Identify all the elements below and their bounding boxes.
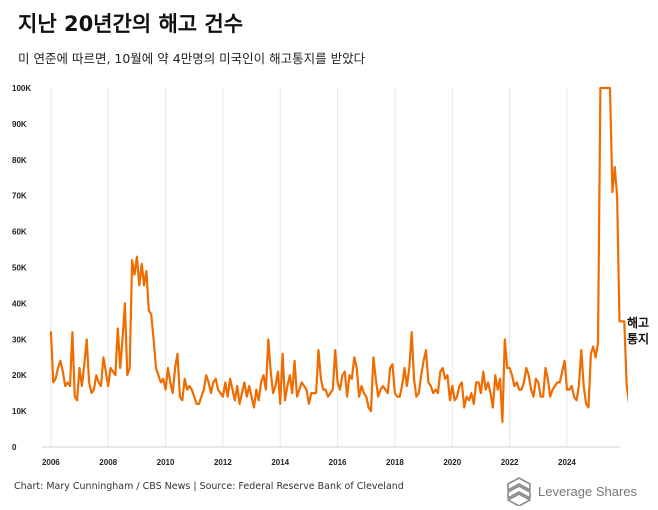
x-tick-label: 2022 [501, 458, 519, 467]
y-tick-label: 100K [12, 84, 31, 93]
y-tick-label: 40K [12, 299, 27, 308]
chart-title: 지난 20년간의 해고 건수 [18, 12, 244, 36]
brand-logo: Leverage Shares [506, 476, 637, 506]
series-layer [49, 86, 628, 423]
brand-name: Leverage Shares [538, 483, 638, 499]
y-tick-label: 80K [12, 156, 27, 165]
x-tick-label: 2012 [214, 458, 232, 467]
y-tick-label: 60K [12, 228, 27, 237]
y-tick-label: 70K [12, 192, 27, 201]
series-end-label: 해고 [627, 316, 649, 330]
source-note: Chart: Mary Cunningham / CBS News | Sour… [14, 481, 404, 492]
y-tick-label: 90K [12, 120, 27, 129]
y-tick-label: 30K [12, 335, 27, 344]
x-tick-label: 2024 [558, 458, 576, 467]
x-tick-label: 2020 [443, 458, 461, 467]
x-tick-label: 2016 [329, 458, 347, 467]
y-tick-label: 50K [12, 264, 27, 273]
x-tick-label: 2008 [99, 458, 117, 467]
y-tick-label: 10K [12, 407, 27, 416]
y-tick-label: 0 [12, 443, 17, 452]
x-tick-label: 2006 [42, 458, 60, 467]
series-label: 해고통지 [627, 316, 649, 346]
chart-subtitle: 미 연준에 따르면, 10월에 약 4만명의 미국인이 해고통지를 받았다 [18, 51, 366, 66]
x-axis: 2006 2008 2010 2012 2014 2016 2018 2020 2022 2024 [42, 458, 576, 467]
x-tick-label: 2014 [271, 458, 289, 467]
series-end-label: 통지 [627, 331, 649, 346]
x-tick-label: 2010 [157, 458, 175, 467]
x-tick-label: 2018 [386, 458, 404, 467]
series-line-layoffs [49, 86, 628, 423]
y-axis: 0 10K 20K 30K 40K 50K 60K 70K 80K 90K 100K [12, 84, 31, 452]
y-tick-label: 20K [12, 371, 27, 380]
leverage-shares-logo-icon [507, 477, 531, 506]
